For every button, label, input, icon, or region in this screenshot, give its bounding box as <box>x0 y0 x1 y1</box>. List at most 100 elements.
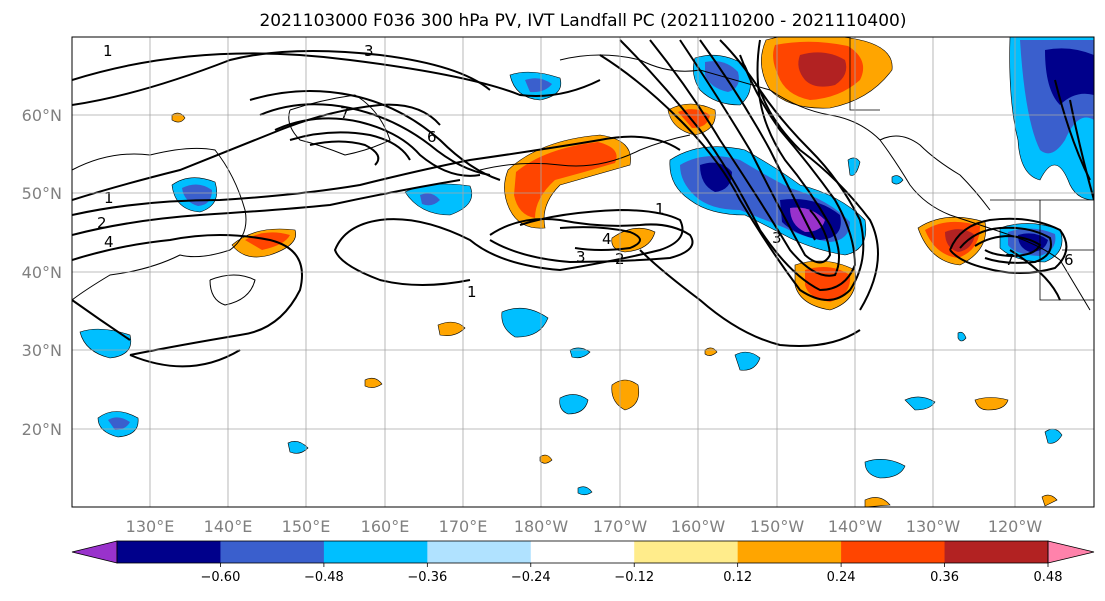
coastline-aleutians <box>479 134 691 171</box>
colorbar-tick-label: 0.24 <box>827 570 856 585</box>
pv-contour <box>649 39 840 277</box>
contour-label: 2 <box>97 214 107 232</box>
map-frame <box>71 36 1095 508</box>
colorbar-tick-label: −0.48 <box>304 570 344 585</box>
positive-anomaly-gulf-alaska-max <box>798 52 847 87</box>
negative-anomaly-small-3 <box>864 458 906 479</box>
positive-anomaly-bering-core <box>514 142 617 218</box>
colorbar-segment <box>737 541 842 563</box>
pv-contour <box>289 131 411 161</box>
negative-anomaly-small-6 <box>287 441 309 454</box>
pv-contour <box>72 135 681 216</box>
contour-label: 6 <box>427 128 437 146</box>
colorbar-segment <box>323 541 428 563</box>
positive-anomaly-small-2 <box>437 321 466 336</box>
pv-contour <box>619 39 857 292</box>
negative-anomaly-mid-2 <box>501 307 549 338</box>
coastline-japan <box>209 274 256 306</box>
contour-label: 4 <box>602 230 612 248</box>
longitude-label: 160°W <box>671 517 726 536</box>
pv-contour <box>72 52 601 97</box>
negative-anomaly-small-2 <box>734 351 761 371</box>
longitude-label: 160°E <box>361 517 410 536</box>
pv-contour <box>1054 79 1091 181</box>
colorbar-segment <box>427 541 532 563</box>
negative-anomaly-mid-1-core <box>420 193 440 206</box>
longitude-label: 150°E <box>282 517 331 536</box>
pv-contour <box>959 226 1052 264</box>
pv-contour <box>1009 249 1061 301</box>
contour-label: 4 <box>104 233 114 251</box>
colorbar-tick-label: 0.48 <box>1034 570 1063 585</box>
colorbar-segment <box>944 541 1049 563</box>
latitude-label: 20°N <box>22 420 62 439</box>
longitude-label: 140°W <box>828 517 883 536</box>
colorbar-segment <box>530 541 635 563</box>
map-panel: 1 3 6 1 2 4 3 2 4 1 1 3 7 6 7 <box>71 36 1095 508</box>
pv-contour <box>599 39 865 301</box>
colorbar-tick-label: −0.24 <box>511 570 551 585</box>
colorbar: −0.60 −0.48 −0.36 −0.24 −0.12 0.12 0.24 0.36 0.4… <box>71 540 1095 585</box>
negative-anomaly-bering-north-core <box>525 78 552 93</box>
negative-anomaly-small-4 <box>904 396 936 411</box>
colorbar-tick-label: −0.60 <box>201 570 241 585</box>
positive-anomaly-small-3 <box>974 397 1009 411</box>
pv-contour <box>72 299 131 341</box>
negative-anomaly-small-1 <box>559 394 589 415</box>
pv-contour <box>72 50 491 106</box>
latitude-label: 50°N <box>22 184 62 203</box>
pv-contour <box>699 39 816 241</box>
colorbar-high-extension <box>1047 540 1095 564</box>
longitude-label: 150°W <box>750 517 805 536</box>
positive-anomaly-small-8 <box>539 454 553 464</box>
pv-contour <box>72 179 461 236</box>
border-alaska-canada <box>849 37 880 111</box>
coastline-bc <box>879 135 991 211</box>
longitude-label: 130°W <box>906 517 961 536</box>
contour-label: 6 <box>1064 251 1074 269</box>
contour-label: 7 <box>340 104 350 122</box>
contour-label: 1 <box>104 189 114 207</box>
pv-contour <box>639 249 861 347</box>
negative-anomaly-small-11 <box>577 486 593 496</box>
colorbar-tick-label: −0.36 <box>407 570 447 585</box>
longitude-labels: 130°E 140°E 150°E 160°E 170°E 180°W 170°W 160°W… <box>126 517 1043 536</box>
longitude-label: 170°W <box>593 517 648 536</box>
pv-contour <box>679 39 832 264</box>
negative-anomaly-sw-core <box>108 417 130 430</box>
colorbar-low-extension <box>71 540 118 564</box>
contour-label: 3 <box>364 42 374 60</box>
negative-anomaly-small-8 <box>847 157 861 176</box>
negative-anomaly-small-7 <box>569 347 591 359</box>
latitude-label: 60°N <box>22 106 62 125</box>
pv-contour <box>333 208 684 286</box>
negative-anomaly-small-10 <box>957 331 967 342</box>
pv-contour <box>129 349 241 368</box>
positive-anomaly-small-5 <box>1041 494 1058 507</box>
positive-anomaly-small-1 <box>611 379 639 411</box>
pv-contour <box>759 89 879 311</box>
longitude-label: 130°E <box>126 517 175 536</box>
latitude-label: 30°N <box>22 341 62 360</box>
positive-anomaly-mid-pacific <box>611 227 656 253</box>
pv-contour <box>72 103 441 201</box>
negative-anomaly-east-pacific-min <box>790 207 825 232</box>
longitude-label: 140°E <box>204 517 253 536</box>
contour-label: 1 <box>467 283 477 301</box>
longitude-label: 120°W <box>988 517 1043 536</box>
colorbar-segment <box>220 541 325 563</box>
latitude-label: 40°N <box>22 263 62 282</box>
latitude-labels: 60°N 50°N 40°N 30°N 20°N <box>22 106 62 439</box>
negative-anomaly-small-9 <box>891 175 904 185</box>
colorbar-tick-label: 0.36 <box>930 570 959 585</box>
contour-label: 1 <box>655 200 665 218</box>
gridlines <box>72 37 1094 507</box>
colorbar-frame <box>116 540 1049 564</box>
colorbar-tick-label: −0.12 <box>614 570 654 585</box>
colorbar-segment <box>117 541 221 563</box>
negative-anomaly-west <box>79 328 132 359</box>
positive-anomaly-east-pacific-core <box>805 266 851 302</box>
pv-contour <box>72 234 303 356</box>
pv-contour <box>309 140 380 166</box>
